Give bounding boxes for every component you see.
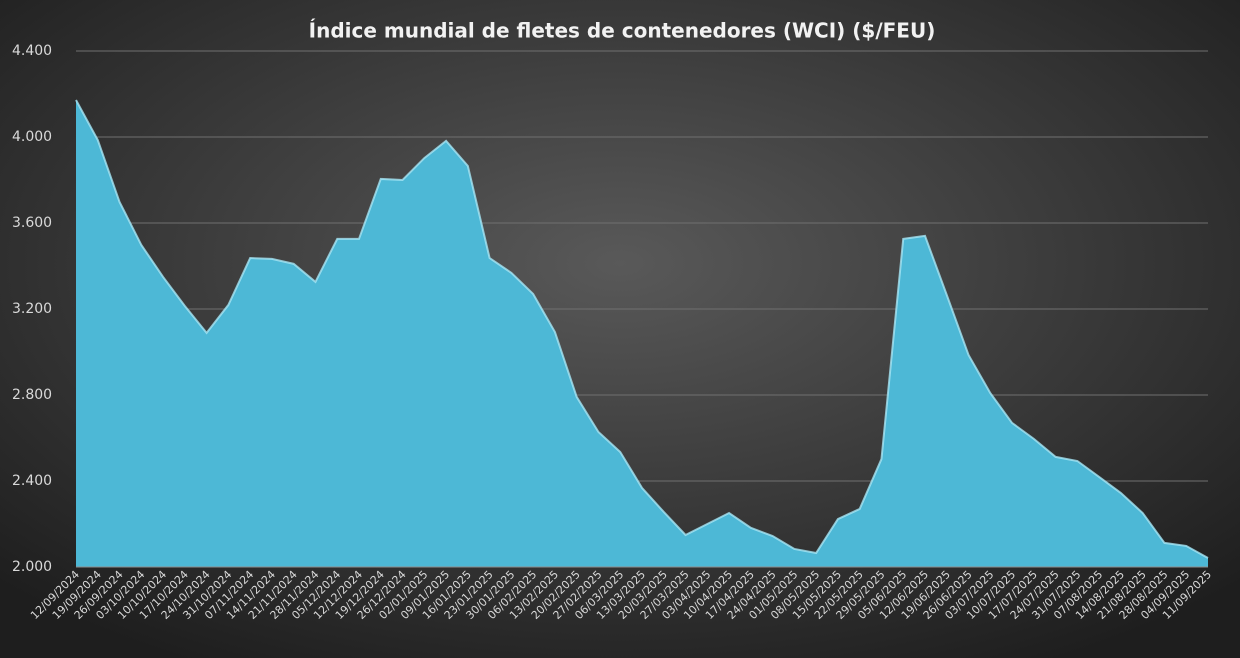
y-tick-label: 4.000 (12, 129, 52, 145)
y-tick-label: 2.800 (12, 387, 52, 403)
area (76, 100, 1208, 568)
y-tick-label: 4.400 (12, 43, 52, 59)
y-tick-label: 2.400 (12, 473, 52, 489)
chart-title: Índice mundial de fletes de contenedores… (309, 19, 936, 43)
y-tick-label: 3.200 (12, 301, 52, 317)
y-tick-label: 3.600 (12, 215, 52, 231)
area-edge (75, 99, 1209, 559)
y-tick-label: 2.000 (12, 559, 52, 575)
